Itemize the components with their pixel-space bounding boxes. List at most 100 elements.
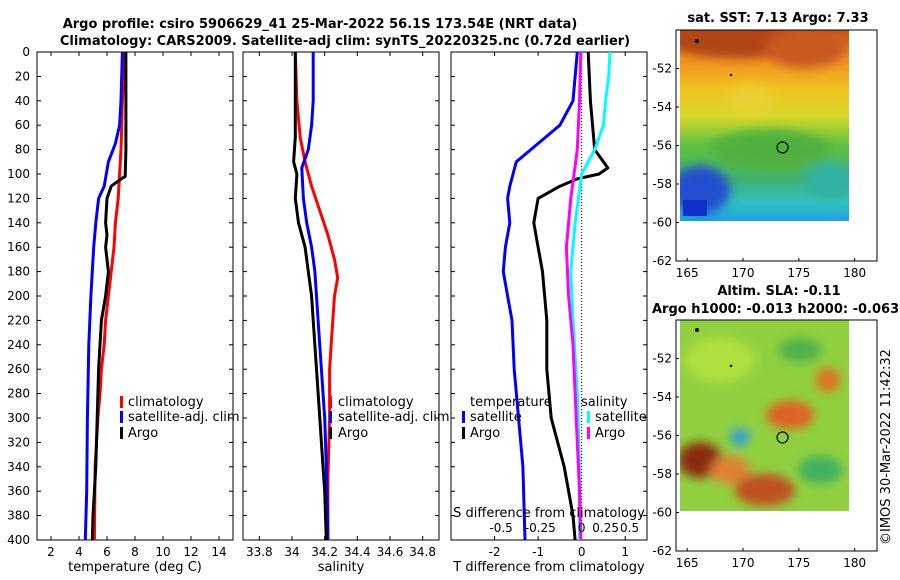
sla-map-axes: 165 170 175 180 -62 -60 -58 -56 -54 -52	[652, 352, 866, 571]
sst-map-blank-south	[676, 221, 877, 261]
lon-tick-label: 175	[787, 266, 810, 280]
sla-map: Altim. SLA: -0.11 Argo h1000: -0.013 h20…	[652, 284, 899, 570]
lon-tick-label: 180	[843, 556, 866, 570]
x-tick-label: 8	[131, 545, 139, 559]
sla-high-center	[766, 401, 814, 429]
legend-label-argo: Argo	[338, 426, 368, 441]
x-tick-label: 34.8	[409, 545, 436, 559]
x-tick-label: -2	[489, 545, 501, 559]
legend-label-argo: Argo	[128, 426, 158, 441]
x-tick-label: 2	[47, 545, 55, 559]
lat-tick-label: -54	[652, 390, 672, 404]
difference-series	[501, 52, 612, 540]
depth-tick-label: 80	[15, 143, 30, 157]
lon-tick-label: 170	[732, 266, 755, 280]
x-tick-label: 4	[75, 545, 83, 559]
legend-title-salinity: salinity	[581, 395, 628, 410]
lat-tick-label: -58	[652, 467, 672, 481]
legend-label-climatology: climatology	[338, 395, 414, 410]
lat-tick-label: -62	[652, 254, 672, 268]
legend-label-s-satellite: satellite	[595, 410, 647, 425]
lon-tick-label: 165	[676, 556, 699, 570]
depth-tick-label: 340	[7, 460, 30, 474]
series-line-salinity-argo	[564, 52, 583, 540]
x-tick-label: 14	[211, 545, 226, 559]
sla-argo-location-marker	[776, 431, 789, 444]
sla-land-dot	[695, 328, 699, 332]
salinity-panel: 33.8 34 34.2 34.4 34.6 34.8 salinity climatol…	[242, 51, 450, 575]
depth-axis: 0 20 40 60 80 100 120 140 160 180 200 220 240 260 280 3…	[7, 45, 30, 547]
depth-tick-label: 280	[7, 387, 30, 401]
sst-map-axes: 165 170 175 180 -62 -60 -58 -56 -54 -52	[652, 62, 866, 281]
legend-swatch-climatology	[329, 396, 332, 408]
series-line-temperature-argo	[532, 52, 610, 540]
series-line-argo	[90, 52, 128, 540]
legend-swatch-t-argo	[462, 427, 465, 439]
lat-tick-label: -60	[652, 506, 672, 520]
salinity-axes-frame	[242, 51, 440, 541]
lat-tick-label: -52	[652, 352, 672, 366]
legend-label-s-argo: Argo	[595, 426, 625, 441]
depth-tick-label: 0	[22, 45, 30, 59]
series-line-argo	[292, 52, 328, 540]
sst-argo-location-marker	[776, 141, 789, 154]
lon-tick-label: 175	[787, 556, 810, 570]
lat-tick-label: -56	[652, 429, 672, 443]
lat-tick-label: -56	[652, 139, 672, 153]
difference-x-axis: -2 -1 0 1	[451, 51, 647, 559]
depth-tick-label: 400	[7, 533, 30, 547]
x-tick-label: -1	[532, 545, 544, 559]
sst-field	[680, 30, 849, 221]
lat-tick-label: -58	[652, 177, 672, 191]
x-tick-label: 34.6	[377, 545, 404, 559]
sla-high-west-rim	[710, 456, 750, 484]
sst-cold-patch	[683, 200, 707, 216]
legend-swatch-s-argo	[587, 427, 590, 439]
legend-swatch-satellite	[120, 411, 123, 423]
x-tick-label: 0	[578, 545, 586, 559]
depth-tick-label: 40	[15, 94, 30, 108]
legend-swatch-s-satellite	[587, 411, 590, 423]
sst-warm-northeast	[765, 30, 845, 68]
lat-tick-label: -52	[652, 62, 672, 76]
depth-tick-label: 160	[7, 240, 30, 254]
difference-axes-frame	[450, 51, 648, 541]
sst-land-dot	[695, 39, 699, 43]
x-tick-label: 6	[103, 545, 111, 559]
depth-tick-label: 180	[7, 265, 30, 279]
legend-swatch-argo	[120, 427, 123, 439]
sst-map-blank-east	[849, 30, 877, 221]
sla-low-center	[730, 428, 750, 446]
legend-label-t-satellite: satellite	[470, 410, 522, 425]
sla-low-northeast	[778, 338, 822, 362]
series-line-salinity-satellite	[569, 52, 612, 540]
legend-swatch-climatology	[120, 396, 123, 408]
sla-high-south	[735, 474, 795, 506]
legend-title-temperature: temperature	[470, 395, 552, 410]
difference-panel: -2 -1 0 1 T difference from climatology S d…	[450, 51, 648, 575]
legend-swatch-argo	[329, 427, 332, 439]
temperature-panel: 0 20 40 60 80 100 120 140 160 180 200 220 240 260 280 3…	[7, 45, 240, 575]
lon-tick-label: 165	[676, 266, 699, 280]
lat-tick-label: -60	[652, 216, 672, 230]
depth-tick-label: 220	[7, 313, 30, 327]
s-difference-tick-label: -0.25	[525, 521, 556, 535]
salinity-legend: climatology satellite-adj. clim Argo	[329, 395, 450, 441]
sla-map-blank-east	[849, 320, 877, 511]
s-difference-label: S difference from climatology	[453, 506, 645, 521]
depth-tick-label: 20	[15, 69, 30, 83]
sla-yellow-north	[685, 338, 755, 382]
salinity-series	[292, 52, 340, 540]
sst-cool-tongue	[710, 130, 830, 170]
depth-tick-label: 360	[7, 484, 30, 498]
legend-label-t-argo: Argo	[470, 426, 500, 441]
lon-tick-label: 180	[843, 266, 866, 280]
depth-tick-label: 120	[7, 191, 30, 205]
s-difference-tick-label: -0.5	[489, 521, 512, 535]
depth-tick-label: 240	[7, 338, 30, 352]
difference-xlabel: T difference from climatology	[452, 560, 645, 575]
temperature-series	[83, 52, 128, 540]
depth-tick-label: 260	[7, 362, 30, 376]
sst-yellow-core	[726, 86, 774, 114]
